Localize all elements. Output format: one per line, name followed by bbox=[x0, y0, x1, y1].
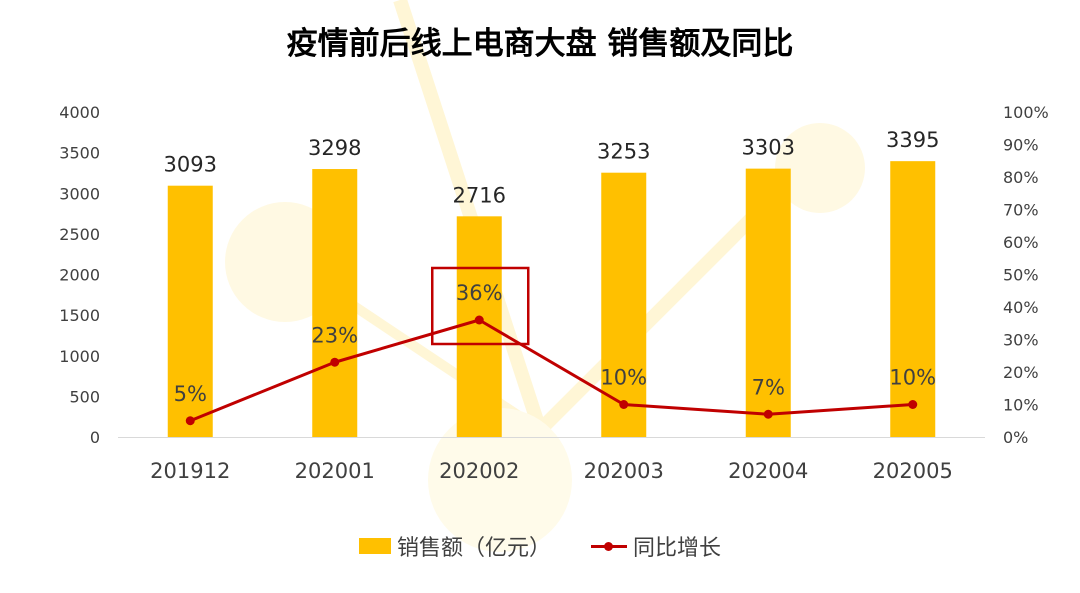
decor-circle bbox=[775, 123, 865, 213]
y-right-tick-label: 100% bbox=[1003, 103, 1049, 122]
line-series bbox=[185, 266, 918, 426]
y-right-tick-label: 30% bbox=[1003, 331, 1039, 350]
bar-value-label: 3253 bbox=[597, 140, 650, 164]
y-right-tick-label: 70% bbox=[1003, 201, 1039, 220]
y-right-tick-label: 90% bbox=[1003, 136, 1039, 155]
data-labels: 3093 3298 2716 3253 3303 3395 5% 23% 36% 10% 7% 10% bbox=[164, 128, 940, 406]
bar-value-label: 2716 bbox=[453, 183, 506, 207]
yoy-point bbox=[474, 315, 484, 325]
bar-value-label: 3395 bbox=[886, 128, 939, 152]
yoy-line bbox=[189, 318, 913, 423]
yoy-point bbox=[763, 409, 773, 419]
yoy-value-label: 23% bbox=[311, 323, 358, 347]
legend-label-sales: 销售额（亿元） bbox=[396, 536, 551, 561]
chart-title: 疫情前后线上电商大盘 销售额及同比 bbox=[286, 26, 794, 62]
legend: 销售额（亿元） 同比增长 bbox=[0, 530, 1080, 562]
bar bbox=[601, 172, 647, 437]
bar bbox=[456, 216, 502, 437]
bar bbox=[745, 168, 791, 437]
y-right-tick-label: 80% bbox=[1003, 168, 1039, 187]
y-right-tick-label: 0% bbox=[1003, 428, 1028, 447]
bar bbox=[890, 161, 936, 437]
x-tick-label: 202001 bbox=[295, 459, 375, 483]
y-left-tick-label: 1000 bbox=[59, 347, 100, 366]
x-tick-label: 201912 bbox=[150, 459, 230, 483]
y-right-tick-label: 40% bbox=[1003, 298, 1039, 317]
y-left-tick-label: 3500 bbox=[59, 144, 100, 163]
legend-swatch-bar bbox=[358, 538, 391, 554]
x-tick-label: 202004 bbox=[728, 459, 808, 483]
x-tick-label: 202005 bbox=[873, 459, 953, 483]
highlight-box bbox=[431, 266, 530, 346]
y-right-tick-label: 60% bbox=[1003, 233, 1039, 252]
y-left-tick-label: 0 bbox=[90, 428, 100, 447]
y-left-tick-label: 1500 bbox=[59, 306, 100, 325]
legend-swatch-line bbox=[591, 539, 627, 553]
y-right-tick-label: 50% bbox=[1003, 266, 1039, 285]
y-left-tick-label: 500 bbox=[69, 387, 100, 406]
decor-stroke bbox=[393, 0, 547, 433]
yoy-value-label: 10% bbox=[600, 366, 647, 390]
x-tick-label: 202003 bbox=[584, 459, 664, 483]
yoy-value-label: 36% bbox=[456, 281, 503, 305]
legend-item-sales: 销售额（亿元） bbox=[358, 530, 551, 562]
axes: 0 500 1000 1500 2000 2500 3000 3500 4000 0% 10% 20%… bbox=[59, 103, 1048, 483]
yoy-point bbox=[619, 400, 629, 409]
y-left-tick-label: 4000 bbox=[59, 103, 100, 122]
y-left-tick-label: 3000 bbox=[59, 184, 100, 203]
yoy-value-label: 5% bbox=[174, 382, 207, 406]
bar bbox=[312, 169, 358, 437]
yoy-point bbox=[185, 416, 195, 426]
bar-value-label: 3298 bbox=[308, 136, 361, 160]
legend-label-yoy: 同比增长 bbox=[633, 536, 722, 561]
yoy-value-label: 10% bbox=[889, 366, 936, 390]
bar-series bbox=[167, 161, 936, 437]
bar bbox=[167, 185, 213, 437]
y-left-tick-label: 2500 bbox=[59, 225, 100, 244]
y-right-tick-label: 20% bbox=[1003, 363, 1039, 382]
y-right-tick-label: 10% bbox=[1003, 396, 1039, 415]
y-left-tick-label: 2000 bbox=[59, 266, 100, 285]
yoy-value-label: 7% bbox=[752, 375, 785, 399]
x-tick-label: 202002 bbox=[439, 459, 519, 483]
bar-value-label: 3303 bbox=[742, 136, 795, 160]
bar-value-label: 3093 bbox=[164, 153, 217, 177]
yoy-point bbox=[330, 357, 340, 367]
yoy-point bbox=[908, 400, 918, 409]
decor-circle bbox=[428, 408, 572, 552]
legend-item-yoy: 同比增长 bbox=[591, 530, 721, 562]
